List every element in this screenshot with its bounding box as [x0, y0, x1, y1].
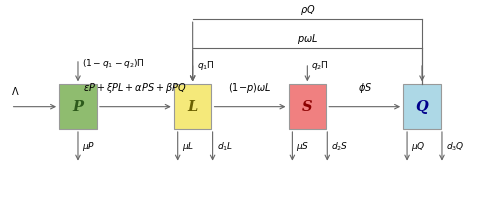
Text: $(1-q_1-q_2)\Pi$: $(1-q_1-q_2)\Pi$	[82, 57, 144, 70]
Text: $\mu P$: $\mu P$	[82, 140, 95, 153]
FancyBboxPatch shape	[60, 84, 96, 129]
Text: $\mu L$: $\mu L$	[182, 140, 194, 153]
FancyBboxPatch shape	[174, 84, 212, 129]
Text: $\phi S$: $\phi S$	[358, 82, 372, 96]
Text: $d_1L$: $d_1L$	[216, 140, 233, 153]
Text: P: P	[72, 100, 84, 114]
Text: L: L	[188, 100, 198, 114]
Text: S: S	[302, 100, 312, 114]
Text: $q_1\Pi$: $q_1\Pi$	[196, 59, 214, 72]
Text: $\mu Q$: $\mu Q$	[411, 140, 426, 153]
Text: $(1{-}p)\omega L$: $(1{-}p)\omega L$	[228, 82, 272, 96]
Text: $\Lambda$: $\Lambda$	[10, 84, 20, 97]
Text: $p\omega L$: $p\omega L$	[296, 32, 318, 46]
Text: $q_2\Pi$: $q_2\Pi$	[312, 59, 329, 72]
Text: $\mu S$: $\mu S$	[296, 140, 310, 153]
FancyBboxPatch shape	[288, 84, 326, 129]
Text: $d_3Q$: $d_3Q$	[446, 140, 464, 153]
Text: Q: Q	[416, 100, 428, 114]
FancyBboxPatch shape	[404, 84, 440, 129]
Text: $d_2S$: $d_2S$	[332, 140, 348, 153]
Text: $\varepsilon P+\xi PL+\alpha PS+\beta PQ$: $\varepsilon P+\xi PL+\alpha PS+\beta PQ…	[84, 82, 187, 96]
Text: $\rho Q$: $\rho Q$	[300, 3, 315, 17]
